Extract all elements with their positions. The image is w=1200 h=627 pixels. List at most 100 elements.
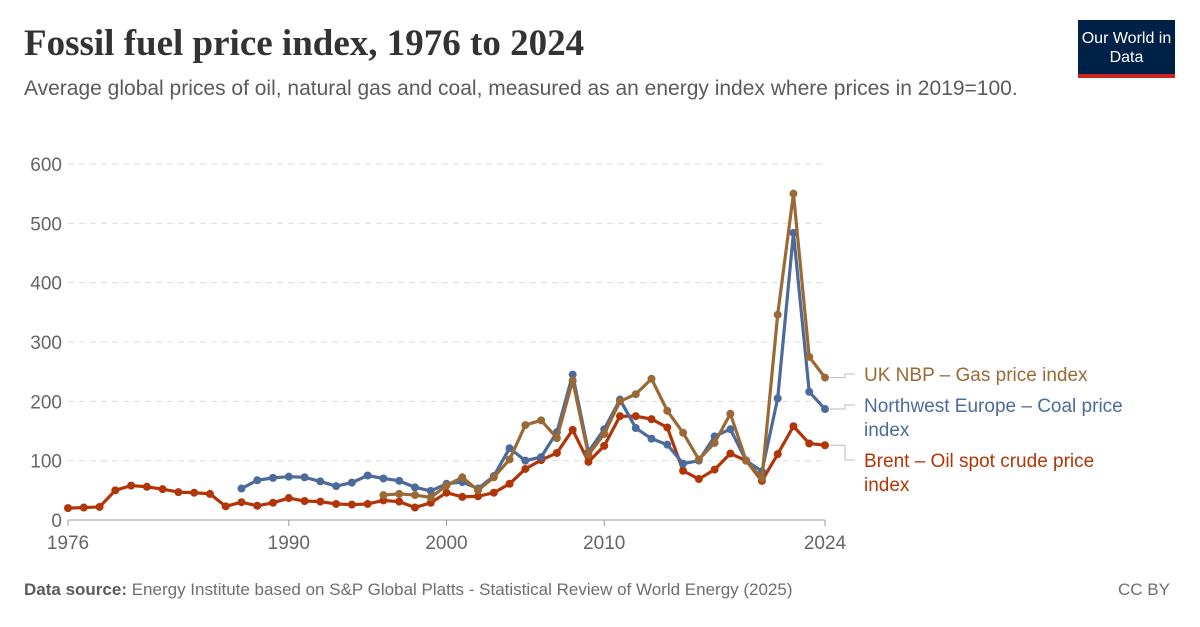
- data-point: [647, 415, 656, 424]
- data-point: [458, 492, 467, 501]
- data-point: [726, 449, 735, 458]
- data-point: [757, 474, 766, 483]
- data-point: [316, 477, 325, 486]
- data-point: [647, 434, 656, 443]
- data-point: [111, 486, 120, 495]
- data-point: [568, 425, 577, 434]
- data-point: [615, 412, 624, 421]
- y-tick-label: 500: [30, 214, 62, 235]
- chart-title: Fossil fuel price index, 1976 to 2024: [24, 23, 585, 64]
- data-point: [332, 482, 341, 491]
- data-point: [379, 491, 388, 500]
- license[interactable]: CC BY: [1118, 580, 1170, 599]
- data-point: [158, 485, 167, 494]
- y-tick-label: 0: [51, 511, 62, 532]
- data-point: [805, 439, 814, 448]
- data-point: [663, 423, 672, 432]
- data-point: [395, 476, 404, 485]
- data-point: [663, 440, 672, 449]
- series-label: UK NBP – Gas price index: [864, 365, 1088, 386]
- data-point: [710, 465, 719, 474]
- data-point: [521, 421, 530, 430]
- y-tick-label: 100: [30, 452, 62, 473]
- data-point: [742, 456, 751, 465]
- data-point: [190, 488, 199, 497]
- data-point: [537, 453, 546, 462]
- data-point: [600, 429, 609, 438]
- data-point: [805, 387, 814, 396]
- data-point: [568, 370, 577, 379]
- x-tick-label: 2000: [425, 533, 467, 554]
- data-point: [300, 473, 309, 482]
- series-label: Northwest Europe – Coal price index: [864, 396, 1123, 441]
- label-connector: [830, 373, 855, 379]
- data-point: [395, 489, 404, 498]
- x-tick-label: 1990: [268, 533, 310, 554]
- data-point: [347, 478, 356, 487]
- data-point: [253, 501, 262, 510]
- data-point: [600, 441, 609, 450]
- data-point: [127, 481, 136, 490]
- y-tick-label: 600: [30, 155, 62, 176]
- source-text: Energy Institute based on S&P Global Pla…: [131, 580, 793, 599]
- data-point: [395, 497, 404, 506]
- y-tick-label: 400: [30, 274, 62, 295]
- data-point: [332, 499, 341, 508]
- data-point: [410, 483, 419, 492]
- data-point: [474, 492, 483, 501]
- x-tick-label: 2024: [804, 533, 847, 554]
- data-point: [442, 481, 451, 490]
- data-point: [584, 450, 593, 459]
- data-point: [174, 488, 183, 497]
- data-point: [821, 441, 829, 450]
- owid-logo[interactable]: Our World in Data: [1078, 20, 1175, 78]
- series-line: [240, 231, 827, 493]
- data-point: [505, 479, 514, 488]
- data-point: [789, 189, 798, 198]
- data-point: [79, 503, 88, 512]
- data-point: [458, 473, 467, 482]
- data-point: [663, 406, 672, 415]
- data-point: [379, 474, 388, 483]
- source-label: Data source:: [24, 580, 127, 599]
- data-point: [773, 394, 782, 403]
- data-point: [679, 459, 688, 468]
- data-point: [442, 488, 451, 497]
- data-point: [584, 457, 593, 466]
- data-point: [726, 425, 735, 434]
- y-tick-label: 200: [30, 392, 62, 413]
- data-point: [552, 448, 561, 457]
- data-point: [205, 489, 214, 498]
- data-point: [489, 473, 498, 482]
- data-point: [363, 499, 372, 508]
- series-line: [383, 192, 827, 500]
- data-point: [773, 450, 782, 459]
- data-point: [789, 422, 798, 431]
- data-point: [631, 424, 640, 433]
- data-point: [347, 500, 356, 509]
- data-point: [694, 455, 703, 464]
- data-point: [489, 488, 498, 497]
- data-point: [631, 390, 640, 399]
- chart-subtitle: Average global prices of oil, natural ga…: [24, 77, 1018, 100]
- data-point: [426, 486, 435, 495]
- data-point: [410, 503, 419, 512]
- data-point: [95, 502, 104, 511]
- data-point: [284, 494, 293, 503]
- series-label: Brent – Oil spot crude price index: [864, 451, 1094, 496]
- data-point: [221, 502, 230, 511]
- y-tick-label: 300: [30, 333, 62, 354]
- data-point: [505, 455, 514, 464]
- data-point: [474, 486, 483, 495]
- data-point: [710, 438, 719, 447]
- data-point: [64, 504, 72, 513]
- data-point: [679, 428, 688, 437]
- data-point: [647, 374, 656, 383]
- data-point: [805, 352, 814, 361]
- data-point: [821, 405, 829, 414]
- data-point: [316, 497, 325, 506]
- data-point: [300, 497, 309, 506]
- data-point: [631, 412, 640, 421]
- data-point: [552, 434, 561, 443]
- data-point: [269, 473, 278, 482]
